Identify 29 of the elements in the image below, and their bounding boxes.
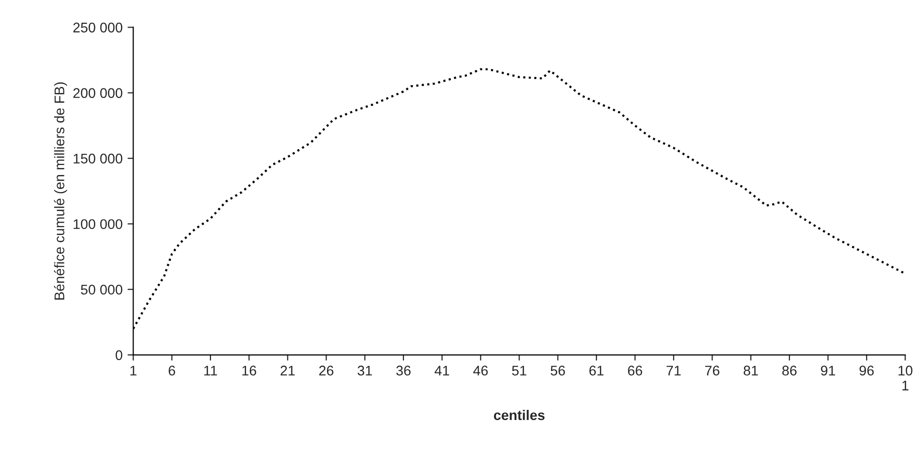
x-tick-label: 51: [512, 366, 526, 376]
x-tick-label: 81: [744, 366, 758, 376]
y-axis-title: Bénéfice cumulé (en milliers de FB): [54, 82, 68, 300]
x-tick-label: 71: [666, 366, 681, 376]
y-tick-label: 100 000: [74, 219, 122, 230]
y-tick-label: 250 000: [73, 22, 122, 32]
x-axis-title: centiles: [494, 410, 545, 420]
x-tick-label: 1: [130, 366, 136, 376]
x-tick-label: 26: [319, 366, 334, 376]
x-tick-label: 41: [434, 366, 450, 376]
x-tick-label: 46: [473, 366, 488, 376]
x-tick-label: 61: [589, 366, 604, 376]
x-tick-label: 36: [396, 366, 411, 376]
x-tick-label: 21: [280, 366, 295, 376]
y-tick-label: 200 000: [73, 88, 122, 98]
x-tick-label: 76: [705, 366, 720, 376]
x-tick-label: 16: [242, 366, 256, 376]
y-tick-label: 150 000: [74, 154, 122, 164]
x-tick-label: 11: [204, 366, 217, 376]
x-tick-label: 91: [820, 366, 836, 376]
x-tick-label: 86: [782, 366, 797, 376]
x-tick-label: 56: [550, 366, 565, 376]
y-tick-label: 50 000: [80, 284, 122, 295]
x-tick-label: 96: [860, 366, 874, 376]
x-tick-label: 6: [168, 366, 176, 376]
x-tick-label: 31: [358, 366, 372, 376]
x-tick-label: 66: [628, 366, 642, 376]
x-tick-label: 10 1: [898, 366, 912, 390]
y-tick-label: 0: [116, 350, 122, 360]
